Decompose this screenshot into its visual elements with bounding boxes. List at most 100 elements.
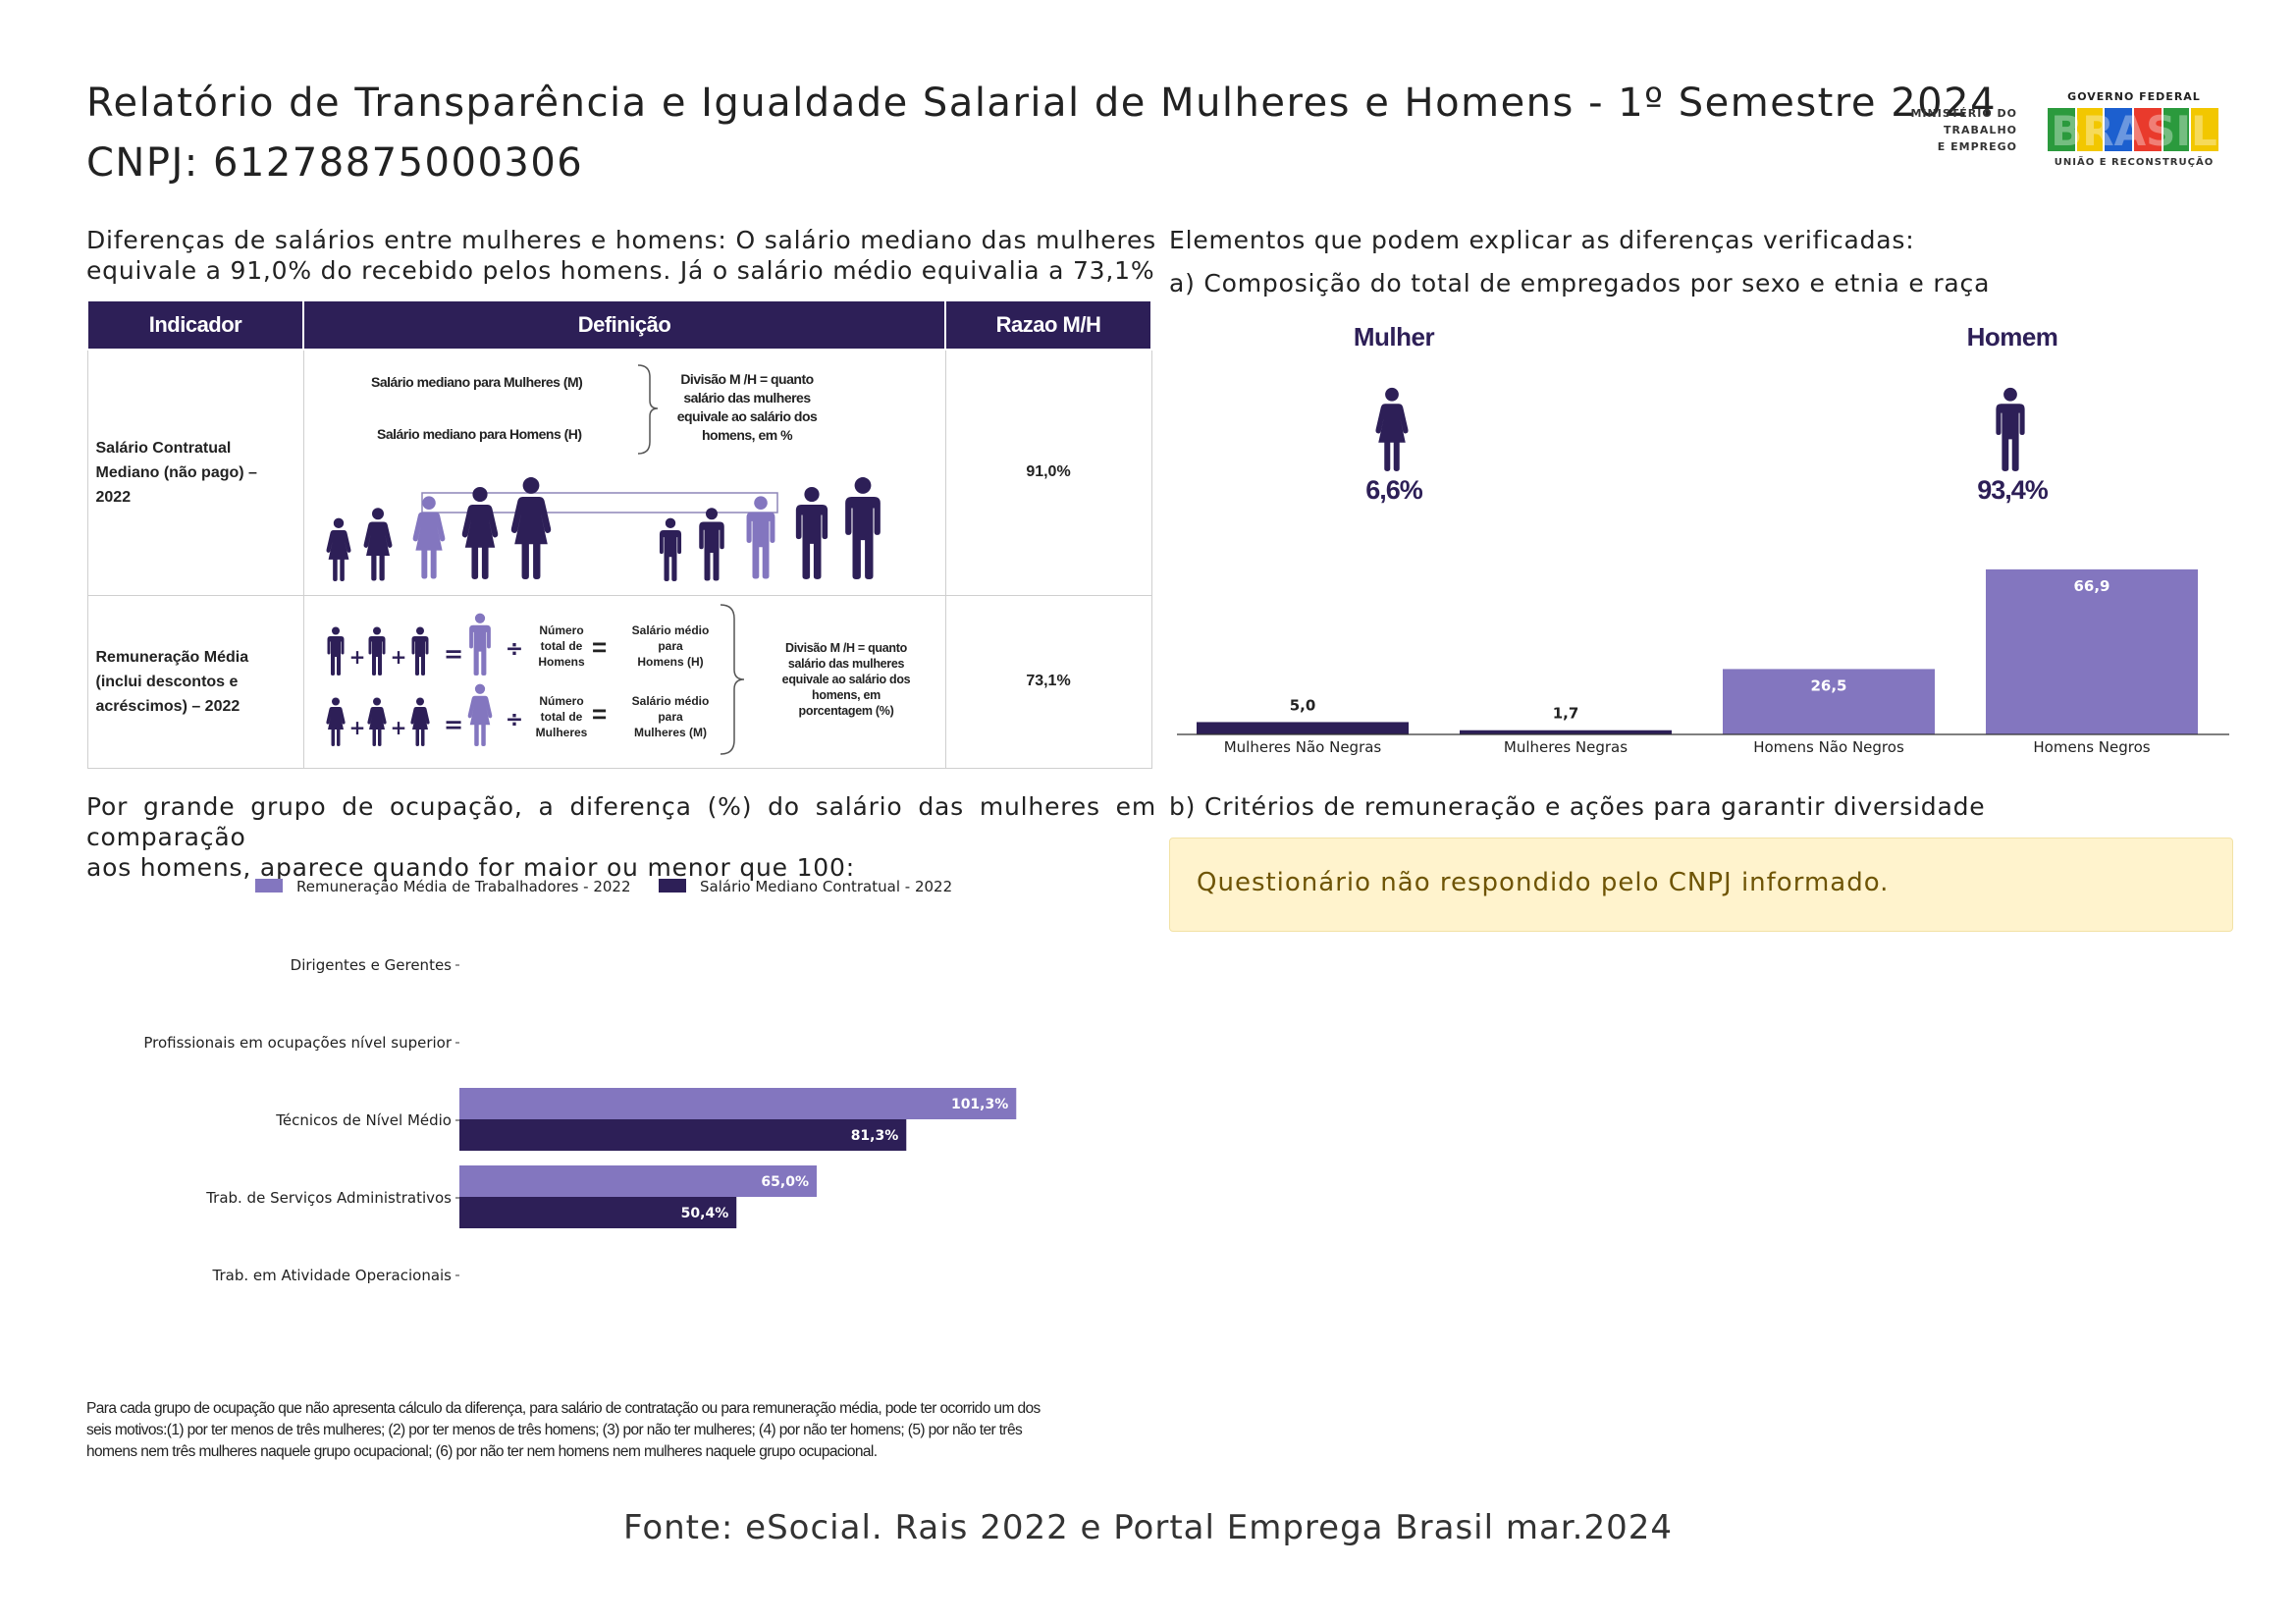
woman-icon (367, 697, 387, 746)
def-line: porcentagem (%) (798, 704, 894, 718)
brace-icon (637, 364, 659, 455)
report-title: Relatório de Transparência e Igualdade S… (86, 81, 1998, 126)
man-icon (659, 517, 682, 581)
legend-label: Remuneração Média de Trabalhadores - 202… (296, 878, 631, 895)
equals-icon: = (592, 632, 608, 662)
subheading-b: b) Critérios de remuneração e ações para… (1169, 792, 1986, 821)
composition-bar (1460, 730, 1672, 734)
occupation-intro-line-1: Por grande grupo de ocupação, a diferenç… (86, 792, 1156, 851)
def-line: Salário médio (631, 694, 710, 708)
occupation-value-label: 65,0% (761, 1174, 809, 1190)
ministry-logo-line: E EMPREGO (1937, 140, 2017, 153)
footnote-line: seis motivos:(1) por ter menos de três m… (86, 1422, 1023, 1438)
ratio-average: 73,1% (944, 594, 1152, 769)
composition-value-label: 66,9 (2073, 577, 2109, 595)
man-icon (368, 626, 386, 676)
average-formula-icons: + + = ÷ + + = ÷ (326, 613, 523, 746)
def-line: para (658, 639, 683, 653)
legend-swatch (659, 879, 686, 893)
def-line: Homens (H) (637, 655, 704, 669)
header-indicador: Indicador (86, 299, 304, 351)
def-line: homens, em % (701, 427, 793, 443)
median-people-illustration (326, 477, 881, 581)
label-line: acréscimos) – 2022 (95, 697, 240, 715)
label-line: Salário Contratual (95, 439, 232, 457)
man-icon (411, 626, 429, 676)
brace-icon (720, 604, 745, 755)
composition-category-label: Mulheres Negras (1504, 738, 1628, 756)
composition-bar (1723, 669, 1935, 734)
woman-icon (467, 683, 493, 746)
occupation-category-label: Dirigentes e Gerentes (291, 956, 453, 974)
composition-category-label: Homens Negros (2033, 738, 2150, 756)
homem-label: Homem (1966, 322, 2058, 352)
occupation-bar (459, 1119, 907, 1151)
header-razao: Razao M/H (944, 299, 1152, 351)
label-line: 2022 (95, 488, 132, 506)
woman-icon (363, 508, 393, 581)
intro-line-2: equivale a 91,0% do recebido pelos homen… (86, 256, 1155, 285)
svg-text:=: = (444, 711, 463, 738)
svg-text:÷: ÷ (506, 708, 523, 732)
woman-icon (1375, 387, 1409, 471)
intro-paragraph: Diferenças de salários entre mulheres e … (86, 225, 1156, 286)
def-line: homens, em (812, 688, 881, 702)
occupation-category-label: Trab. de Serviços Administrativos (205, 1189, 452, 1207)
subheading-a: a) Composição do total de empregados por… (1169, 269, 1991, 298)
occupation-category-label: Trab. em Atividade Operacionais (212, 1267, 453, 1284)
composition-bar (1197, 722, 1409, 734)
right-heading: Elementos que podem explicar as diferenç… (1169, 226, 1915, 254)
brasil-logo-word: BRASIL (2051, 107, 2217, 153)
brasil-logo: BRASIL (2048, 107, 2218, 153)
label-line: Mediano (não pago) – (95, 463, 257, 481)
label-line: Remuneração Média (95, 648, 249, 666)
def-line: Número (539, 694, 584, 708)
def-average-division: Divisão M /H = quanto salário das mulher… (762, 640, 931, 719)
ministry-logo-line: MINISTÉRIO DO (1910, 107, 2017, 120)
occupation-bar (459, 1088, 1017, 1119)
header-definicao: Definição (302, 299, 946, 351)
occupation-intro-line-2: aos homens, aparece quando for maior ou … (86, 853, 855, 882)
man-icon (746, 496, 775, 579)
composition-value-label: 26,5 (1810, 676, 1846, 694)
svg-text:+: + (349, 645, 366, 669)
avg-salary-men: Salário médio para Homens (H) (616, 622, 724, 670)
indicator-median-label: Salário Contratual Mediano (não pago) – … (86, 349, 304, 596)
footnote: Para cada grupo de ocupação que não apre… (86, 1398, 1156, 1463)
def-line: total de (540, 639, 583, 653)
man-icon (845, 477, 881, 579)
occupation-value-label: 81,3% (851, 1128, 899, 1144)
notice-text: Questionário não respondido pelo CNPJ in… (1197, 868, 1890, 897)
occupation-bar-chart: Remuneração Média de Trabalhadores - 202… (143, 878, 1017, 1284)
svg-text:+: + (391, 716, 407, 739)
def-line: Divisão M /H = quanto (785, 641, 907, 655)
woman-icon (326, 517, 351, 581)
def-line: Mulheres (M) (633, 726, 707, 739)
indicator-table: Indicador Definição Razao M/H Salário Co… (86, 299, 1152, 769)
occupation-value-label: 101,3% (951, 1097, 1008, 1112)
def-line: equivale ao salário dos (781, 673, 911, 686)
equals-icon: = (592, 699, 608, 729)
man-icon (327, 626, 345, 676)
composition-value-label: 5,0 (1290, 696, 1316, 714)
indicator-average-label: Remuneração Média (inclui descontos e ac… (86, 594, 304, 769)
mulher-percentage: 6,6% (1365, 475, 1423, 505)
def-line: total de (540, 710, 583, 724)
def-median-division: Divisão M /H = quanto salário das mulher… (660, 370, 834, 445)
woman-icon (410, 697, 430, 746)
man-icon (469, 613, 491, 676)
source-text: Fonte: eSocial. Rais 2022 e Portal Empre… (622, 1508, 1674, 1547)
composition-category-label: Mulheres Não Negras (1224, 738, 1382, 756)
definition-average-cell (302, 594, 946, 769)
woman-icon (461, 486, 499, 579)
man-icon (1996, 387, 2025, 471)
composition-category-label: Homens Não Negros (1753, 738, 1904, 756)
occupation-category-label: Técnicos de Nível Médio (275, 1111, 452, 1129)
composition-bar (1986, 568, 2198, 734)
mulher-label: Mulher (1353, 322, 1435, 352)
svg-text:=: = (444, 640, 463, 668)
ministry-logo-line: TRABALHO (1944, 124, 2017, 136)
woman-icon (326, 697, 346, 746)
woman-icon (412, 496, 446, 579)
gov-logo-top: GOVERNO FEDERAL (2067, 90, 2201, 103)
